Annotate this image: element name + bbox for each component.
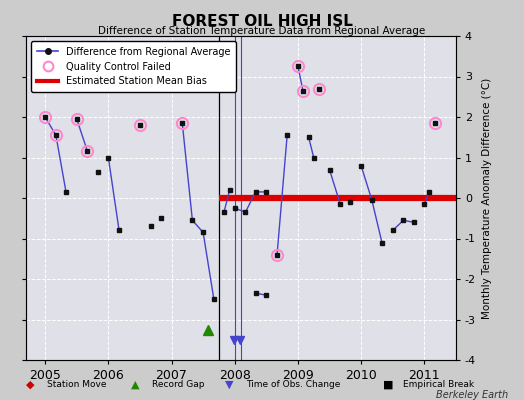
- Text: ■: ■: [383, 379, 393, 389]
- Text: ◆: ◆: [26, 379, 35, 389]
- Text: Record Gap: Record Gap: [152, 380, 204, 389]
- Text: ▲: ▲: [131, 379, 139, 389]
- Text: Difference of Station Temperature Data from Regional Average: Difference of Station Temperature Data f…: [99, 26, 425, 36]
- Text: FOREST OIL HIGH ISL: FOREST OIL HIGH ISL: [171, 14, 353, 29]
- Text: ▼: ▼: [225, 379, 234, 389]
- Legend: Difference from Regional Average, Quality Control Failed, Estimated Station Mean: Difference from Regional Average, Qualit…: [31, 41, 236, 92]
- Text: Berkeley Earth: Berkeley Earth: [436, 390, 508, 400]
- Text: Time of Obs. Change: Time of Obs. Change: [246, 380, 341, 389]
- Text: Empirical Break: Empirical Break: [403, 380, 475, 389]
- Text: Station Move: Station Move: [47, 380, 107, 389]
- Y-axis label: Monthly Temperature Anomaly Difference (°C): Monthly Temperature Anomaly Difference (…: [482, 77, 492, 319]
